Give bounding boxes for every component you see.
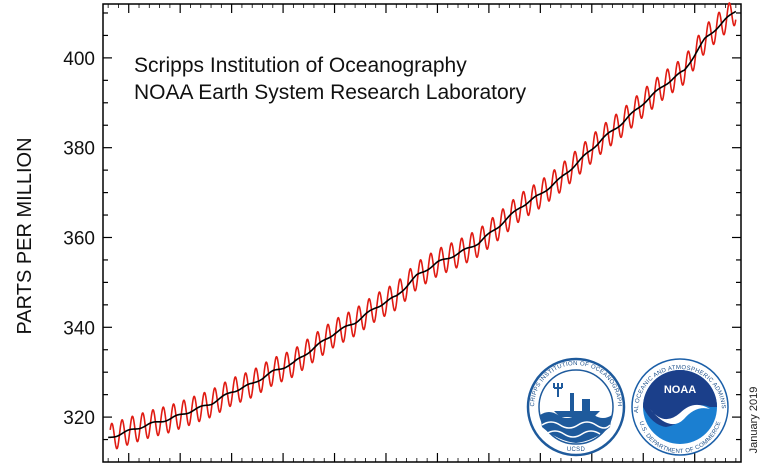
y-tick-label-360: 360 xyxy=(63,228,95,249)
date-label: January 2019 xyxy=(748,387,760,454)
plot-frame xyxy=(102,3,742,463)
scripps-logo: SCRIPPS INSTITUTION OF OCEANOGRAPHY UCSD xyxy=(526,357,626,457)
scripps-ucsd-text: UCSD xyxy=(567,447,586,453)
series-line-monthly-co2 xyxy=(109,2,737,450)
y-tick-label-340: 340 xyxy=(63,318,95,339)
x-axis-ticks xyxy=(107,4,737,462)
y-tick-label-400: 400 xyxy=(63,49,95,70)
y-tick-label-320: 320 xyxy=(63,408,95,429)
annotation-scripps: Scripps Institution of Oceanography xyxy=(134,54,467,77)
noaa-center-text: NOAA xyxy=(664,384,696,396)
series-line-trend xyxy=(108,10,737,439)
noaa-logo: NOAA NATIONAL OCEANIC AND ATMOSPHERIC AD… xyxy=(631,358,729,456)
y-tick-label-380: 380 xyxy=(63,139,95,160)
annotation-noaa: NOAA Earth System Research Laboratory xyxy=(134,81,527,104)
y-axis-ticks: 320 340 360 380 400 xyxy=(63,12,741,441)
y-axis-label: PARTS PER MILLION xyxy=(14,137,36,334)
